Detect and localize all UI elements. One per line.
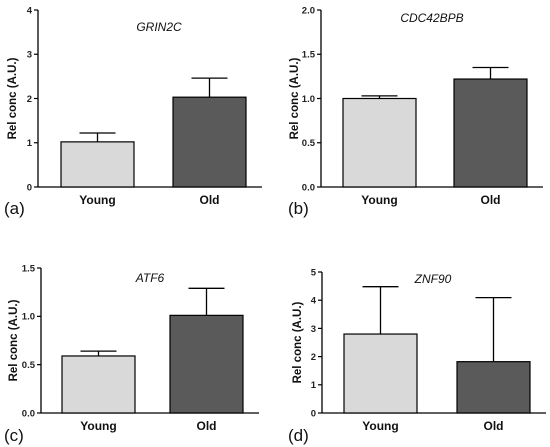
x-category-label: Young <box>362 419 398 433</box>
y-tick-label: 1 <box>27 138 33 149</box>
chart-panel-c: 0.0 0.5 1.0 1.5 Young Old ATF6 Rel conc (A.U.) (… <box>4 263 259 445</box>
bar-old <box>169 314 244 414</box>
y-tick-label: 0.5 <box>22 360 36 371</box>
bar-old <box>172 96 247 188</box>
bar-young <box>61 355 136 414</box>
y-tick-label: 4 <box>27 5 33 16</box>
x-category-label: Young <box>80 419 116 433</box>
chart-title: GRIN2C <box>136 20 182 34</box>
bar-old <box>456 361 531 414</box>
chart-panel-a: 0 1 2 3 4 Young Old GRIN2C Rel conc (A.U.) (a) <box>4 5 262 218</box>
panel-label: (d) <box>288 426 309 445</box>
y-tick-label: 0.0 <box>22 408 35 419</box>
y-tick-label: 5 <box>311 267 317 278</box>
y-tick-label: 1.0 <box>22 312 35 323</box>
y-tick-label: 4 <box>311 296 317 307</box>
x-category-label: Old <box>481 193 501 207</box>
x-category-label: Old <box>484 419 504 433</box>
chart-title: ATF6 <box>135 271 165 285</box>
chart-title: ZNF90 <box>414 272 452 286</box>
x-category-label: Young <box>79 193 115 207</box>
panel-label: (b) <box>288 199 309 218</box>
x-category-label: Young <box>361 193 397 207</box>
y-tick-label: 0 <box>27 182 32 193</box>
bar-old <box>453 78 528 188</box>
panel-label: (a) <box>4 199 25 218</box>
y-tick-label: 1.0 <box>302 94 315 105</box>
y-axis-label: Rel conc (A.U.) <box>7 57 19 139</box>
y-tick-label: 1 <box>311 380 317 391</box>
bar-young <box>342 97 417 188</box>
chart-panel-b: 0.0 0.5 1.0 1.5 2.0 Young Old CDC42BPB Rel conc … <box>288 5 543 218</box>
y-tick-label: 1.5 <box>22 263 36 274</box>
chart-panel-d: 0 1 2 3 4 5 Young Old ZNF90 Rel conc (A.U.) (d) <box>288 267 546 445</box>
x-category-label: Old <box>200 193 220 207</box>
y-tick-label: 2 <box>311 352 316 363</box>
y-tick-label: 2 <box>27 94 32 105</box>
y-axis-label: Rel conc (A.U.) <box>8 299 20 381</box>
y-axis-label: Rel conc (A.U.) <box>289 57 301 139</box>
y-tick-label: 0 <box>311 408 316 419</box>
bar-young <box>60 141 135 188</box>
y-tick-label: 0.0 <box>302 182 315 193</box>
y-tick-label: 1.5 <box>302 50 316 61</box>
chart-title: CDC42BPB <box>400 11 463 25</box>
y-tick-label: 0.5 <box>302 138 316 149</box>
x-category-label: Old <box>197 419 217 433</box>
y-tick-label: 3 <box>311 324 316 335</box>
bar-young <box>343 333 418 414</box>
y-tick-label: 3 <box>27 50 32 61</box>
y-axis-label: Rel conc (A.U.) <box>292 301 304 383</box>
panel-label: (c) <box>4 426 24 445</box>
y-tick-label: 2.0 <box>302 5 315 16</box>
